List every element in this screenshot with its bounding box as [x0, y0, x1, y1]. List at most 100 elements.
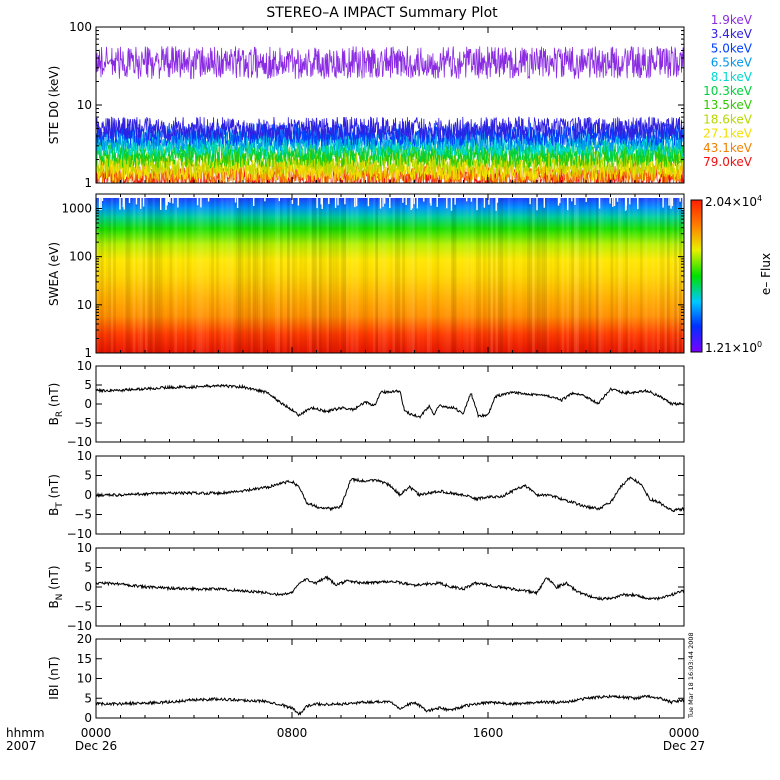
swea-stripe: [282, 198, 285, 353]
swea-stripe: [488, 198, 491, 353]
swea-gap: [483, 197, 486, 208]
swea-gap: [557, 197, 560, 206]
swea-stripe: [184, 198, 187, 353]
swea-stripe: [238, 198, 241, 353]
swea-stripe: [361, 198, 364, 353]
swea-gap: [165, 197, 167, 205]
swea-stripe: [591, 198, 594, 353]
swea-stripe: [625, 198, 628, 353]
swea-gap: [496, 197, 499, 203]
swea-gap: [382, 197, 384, 207]
swea-stripe: [407, 198, 410, 353]
swea-stripe: [203, 198, 207, 353]
swea-stripe: [260, 198, 263, 353]
swea-stripe: [459, 198, 462, 353]
swea-stripe: [473, 198, 476, 353]
swea-gap: [264, 197, 266, 202]
swea-stripe: [321, 198, 325, 353]
ste-traces: [95, 46, 685, 185]
swea-stripe: [415, 198, 418, 353]
swea-stripe: [397, 198, 401, 353]
swea-gap: [488, 197, 490, 205]
swea-stripe: [564, 198, 567, 353]
swea-stripe: [492, 198, 496, 353]
legend-entry: 10.3keV: [703, 84, 753, 98]
swea-stripe: [368, 198, 371, 353]
swea-stripe: [662, 198, 665, 353]
swea-stripe: [552, 198, 555, 353]
swea-stripe: [265, 198, 268, 353]
plot-title: STEREO–A IMPACT Summary Plot: [266, 5, 498, 21]
swea-stripe: [532, 198, 535, 353]
swea-stripe: [620, 198, 624, 353]
swea-stripe: [118, 198, 121, 353]
swea-stripe: [679, 198, 682, 353]
swea-stripe: [140, 198, 143, 353]
swea-gap: [167, 197, 170, 202]
swea-gap: [297, 197, 300, 206]
bn-trace: [95, 575, 685, 601]
bmag-frame: [95, 638, 685, 719]
swea-stripe: [123, 198, 126, 353]
swea-stripe: [206, 198, 210, 353]
swea-stripe: [162, 198, 165, 353]
swea-stripe: [257, 198, 261, 353]
swea-stripe: [573, 198, 577, 353]
swea-stripe: [429, 198, 432, 353]
y-tick-label: −5: [74, 416, 92, 430]
swea-stripe: [355, 198, 359, 353]
swea-stripe: [211, 198, 214, 353]
swea-stripe: [294, 198, 297, 353]
swea-stripe: [209, 198, 212, 353]
swea-stripe: [127, 198, 131, 353]
swea-stripe: [370, 198, 373, 353]
swea-panel: 1 10 100 1000 SWEA (eV) 2.04×104 1.21×100 e…: [47, 193, 773, 360]
swea-stripe: [147, 198, 151, 353]
swea-gap: [384, 197, 386, 204]
swea-stripe: [456, 198, 459, 353]
legend-entry: 43.1keV: [703, 141, 753, 155]
swea-stripe: [544, 198, 548, 353]
swea-gap: [543, 197, 545, 208]
swea-gap: [567, 197, 569, 211]
y-tick-label: 1: [84, 176, 92, 190]
swea-stripe: [174, 198, 178, 353]
swea-stripe: [490, 198, 494, 353]
bn-frame: [95, 547, 685, 627]
swea-stripe: [627, 198, 631, 353]
swea-stripe: [186, 198, 190, 353]
swea-gap: [253, 197, 255, 206]
swea-stripe: [554, 198, 557, 353]
swea-gap: [316, 197, 318, 209]
y-tick-label: 0: [84, 488, 92, 502]
swea-stripe: [638, 198, 641, 353]
swea-stripe: [451, 198, 455, 353]
ste-legend: 1.9keV3.4keV5.0keV6.5keV8.1keV10.3keV13.…: [703, 13, 753, 169]
swea-stripe: [615, 198, 618, 353]
y-tick-label: −5: [74, 508, 92, 522]
swea-stripe: [149, 198, 153, 353]
swea-stripe: [336, 198, 339, 353]
swea-stripe: [566, 198, 570, 353]
swea-stripe: [345, 198, 349, 353]
swea-stripe: [639, 198, 643, 353]
swea-stripe: [103, 198, 106, 353]
time-tick-hhmm: 0000: [81, 726, 112, 740]
y-tick-label: 10: [77, 359, 92, 373]
swea-stripe: [534, 198, 538, 353]
y-tick-label: −10: [67, 435, 92, 449]
swea-gap: [668, 197, 670, 206]
swea-gap: [200, 197, 202, 208]
y-tick-label: −10: [67, 619, 92, 633]
swea-gap: [128, 197, 131, 204]
swea-stripe: [649, 198, 653, 353]
swea-stripe: [674, 198, 677, 353]
swea-stripe: [252, 198, 256, 353]
swea-gap: [450, 197, 453, 211]
swea-stripe: [617, 198, 621, 353]
y-tick-label: 5: [84, 378, 92, 392]
swea-stripe: [333, 198, 337, 353]
y-tick-label: 0: [84, 711, 92, 725]
